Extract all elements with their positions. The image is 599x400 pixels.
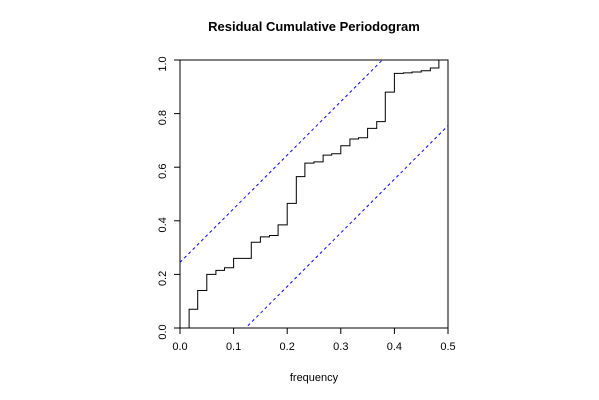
cumulative-periodogram — [188, 60, 448, 328]
x-tick-label: 0.5 — [440, 341, 455, 353]
x-axis-label: frequency — [290, 372, 339, 384]
x-tick-label: 0.0 — [172, 341, 187, 353]
y-tick-label: 0.6 — [157, 164, 169, 179]
y-tick-label: 0.0 — [157, 324, 169, 339]
x-tick-label: 0.4 — [387, 341, 402, 353]
plot-area — [180, 60, 448, 328]
y-tick-label: 1.0 — [157, 56, 169, 71]
x-tick-label: 0.2 — [280, 341, 295, 353]
plot-frame — [179, 59, 449, 329]
y-tick-label: 0.2 — [157, 271, 169, 286]
chart-title: Residual Cumulative Periodogram — [208, 19, 420, 34]
x-tick-label: 0.1 — [226, 341, 241, 353]
x-tick-label: 0.3 — [333, 341, 348, 353]
y-tick-label: 0.8 — [157, 110, 169, 125]
y-tick-label: 0.4 — [157, 217, 169, 232]
